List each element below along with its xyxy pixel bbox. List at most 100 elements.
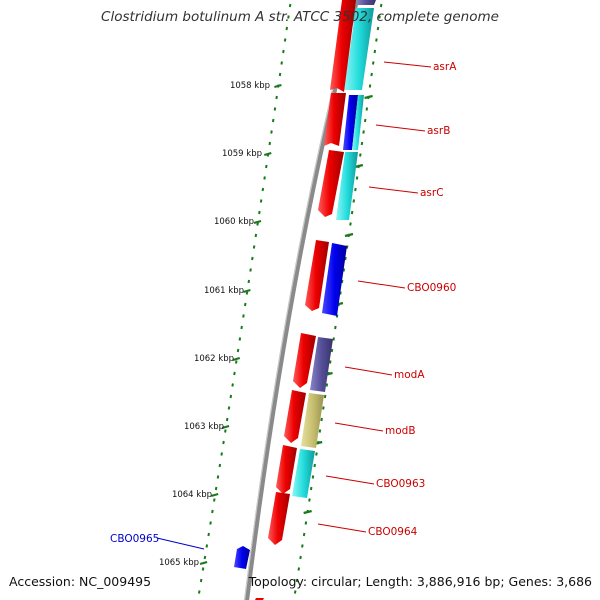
inner-ring-dot bbox=[234, 360, 238, 364]
inner-ring-dot bbox=[249, 268, 252, 272]
gene-label-asrC: asrC bbox=[420, 187, 444, 199]
inner-ring-dot bbox=[207, 532, 210, 537]
outer-ring-tick bbox=[364, 94, 373, 100]
inner-ring-dot bbox=[209, 521, 212, 525]
gene-labels: asrA asrB asrC CBO0960 modA modB CBO0963… bbox=[110, 61, 457, 545]
gene-CBO0960 bbox=[305, 240, 329, 311]
outer-ring-dot bbox=[350, 210, 354, 215]
genes-outer-strand bbox=[292, 0, 376, 498]
gene-label-CBO0963: CBO0963 bbox=[376, 478, 425, 490]
gene-label-modB: modB bbox=[385, 425, 416, 437]
gene-label-asrA: asrA bbox=[433, 61, 457, 73]
gene-asrB-outer-cyan bbox=[352, 95, 364, 150]
outer-ring-tick bbox=[303, 509, 312, 515]
inner-ring-dot bbox=[218, 463, 222, 468]
gene-block-slate-top bbox=[356, 0, 376, 5]
inner-ring-dot bbox=[205, 544, 209, 548]
gene-asrC-outer bbox=[336, 152, 358, 220]
asrB-leader bbox=[375, 124, 426, 132]
outer-ring-dot bbox=[328, 360, 332, 364]
gene-label-CBO0965: CBO0965 bbox=[110, 533, 159, 545]
outer-ring-dot bbox=[304, 521, 308, 525]
outer-ring-dot bbox=[323, 394, 327, 399]
gene-label-CBO0960: CBO0960 bbox=[407, 282, 456, 294]
kbp-major-tick bbox=[263, 151, 272, 157]
outer-ring-dot bbox=[330, 348, 334, 353]
kbp-label-1060: 1060 kbp bbox=[214, 217, 254, 227]
outer-ring-tick bbox=[344, 232, 354, 238]
outer-ring-dot bbox=[320, 417, 323, 422]
kbp-label-1061: 1061 kbp bbox=[204, 286, 244, 296]
gene-modB bbox=[284, 390, 306, 443]
inner-ring-dot bbox=[233, 371, 236, 376]
outer-ring-dot bbox=[365, 107, 369, 111]
inner-ring-dot bbox=[278, 72, 282, 77]
outer-ring-dot bbox=[302, 532, 306, 537]
outer-ring-dot bbox=[311, 475, 315, 479]
inner-ring-dot bbox=[227, 406, 231, 410]
outer-ring-tick bbox=[354, 163, 364, 169]
CBO0963-leader bbox=[325, 475, 375, 485]
inner-ring-dot bbox=[258, 210, 261, 215]
outer-ring-dot bbox=[344, 256, 347, 261]
inner-ring-dot bbox=[271, 118, 275, 123]
outer-ring-dot bbox=[378, 15, 381, 19]
inner-ring-dot bbox=[280, 61, 284, 65]
inner-ring-dot bbox=[203, 555, 207, 560]
inner-ring-dot bbox=[251, 256, 254, 261]
outer-ring-dot bbox=[363, 118, 367, 123]
gene-asrB bbox=[324, 93, 346, 146]
gene-asrB-outer-blue bbox=[343, 95, 358, 150]
kbp-label-1065: 1065 kbp bbox=[159, 558, 199, 568]
kbp-major-tick bbox=[221, 424, 230, 430]
inner-ring-dot bbox=[236, 348, 240, 353]
inner-ring-dot bbox=[229, 394, 233, 399]
kbp-label-1058: 1058 kbp bbox=[230, 81, 270, 91]
outer-ring-dot bbox=[332, 337, 335, 341]
gene-label-lines bbox=[156, 61, 432, 550]
gene-modB-outer bbox=[301, 393, 324, 448]
gene-CBO0964 bbox=[268, 492, 290, 545]
kbp-major-tick bbox=[274, 83, 282, 89]
outer-ring-dot bbox=[340, 279, 344, 284]
inner-ring-dot bbox=[285, 26, 289, 31]
outer-ring-dot bbox=[315, 452, 318, 456]
gene-label-modA: modA bbox=[394, 369, 425, 381]
CBO0960-leader bbox=[357, 280, 406, 289]
inner-ring-dot bbox=[254, 233, 258, 238]
outer-ring-dot bbox=[379, 3, 383, 8]
inner-ring-dot bbox=[231, 383, 234, 387]
kbp-major-tick bbox=[210, 492, 219, 498]
map-title: Clostridium botulinum A str. ATCC 3502, … bbox=[101, 9, 499, 25]
accession-text: Accession: NC_009495 bbox=[9, 574, 152, 589]
outer-ring-dot bbox=[308, 498, 311, 502]
inner-ring-dot bbox=[201, 567, 205, 571]
outer-ring-dot bbox=[299, 555, 302, 560]
gene-asrA-outer bbox=[344, 8, 374, 90]
inner-ring-dot bbox=[270, 130, 273, 134]
outer-ring-dot bbox=[376, 26, 380, 31]
inner-ring-dot bbox=[211, 509, 214, 514]
outer-ring-dot bbox=[368, 84, 372, 88]
genes-inner-strand bbox=[234, 0, 356, 600]
CBO0965-leader bbox=[156, 537, 205, 550]
outer-ring-dot bbox=[371, 61, 375, 65]
outer-ring-dot bbox=[370, 72, 373, 77]
inner-ring-dot bbox=[225, 417, 229, 422]
inner-ring-dot bbox=[243, 302, 247, 307]
kbp-ticks bbox=[199, 83, 373, 566]
outer-ring-dot bbox=[334, 325, 337, 330]
outer-ring-dot bbox=[342, 268, 346, 272]
topology-text: Topology: circular; Length: 3,886,916 bp… bbox=[248, 574, 592, 589]
kbp-major-tick bbox=[243, 288, 251, 294]
inner-ring-dot bbox=[273, 107, 277, 111]
inner-ring-dot bbox=[197, 590, 201, 594]
gene-asrC bbox=[318, 150, 344, 217]
gene-modA-outer bbox=[310, 337, 333, 392]
inner-ring-dot bbox=[288, 3, 292, 8]
outer-ring-dot bbox=[313, 463, 316, 468]
kbp-labels: 1058 kbp 1059 kbp 1060 kbp 1061 kbp 1062… bbox=[159, 81, 270, 568]
outer-ring-dot bbox=[322, 406, 325, 410]
inner-ring-dot bbox=[242, 314, 245, 318]
